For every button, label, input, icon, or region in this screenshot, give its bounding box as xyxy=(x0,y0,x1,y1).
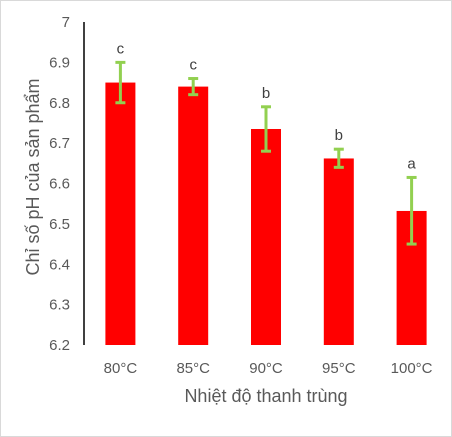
bar-4 xyxy=(323,158,354,345)
bar-2 xyxy=(178,86,209,345)
error-bar-4 xyxy=(333,147,344,169)
error-bars xyxy=(115,60,417,246)
y-tick-label: 6.9 xyxy=(49,54,70,71)
error-bar-2 xyxy=(188,77,199,97)
y-tick-labels: 6.2 6.3 6.4 6.5 6.6 6.7 6.8 6.9 7 xyxy=(49,14,70,354)
significance-label: b xyxy=(335,127,343,144)
error-bar-5 xyxy=(406,175,417,246)
y-tick-label: 6.2 xyxy=(49,337,70,354)
y-tick-label: 6.4 xyxy=(49,256,70,273)
y-tick-label: 6.6 xyxy=(49,176,70,193)
bar-1 xyxy=(105,82,136,345)
x-tick-labels: 80°C 85°C 90°C 95°C 100°C xyxy=(104,360,433,377)
significance-label: b xyxy=(262,85,270,102)
y-tick-label: 6.8 xyxy=(49,95,70,112)
y-axis-title: Chỉ số pH của sản phẩm xyxy=(23,78,43,275)
significance-label: c xyxy=(117,40,125,57)
y-tick-label: 7 xyxy=(62,14,70,31)
x-tick-label: 95°C xyxy=(322,360,356,377)
error-bar-3 xyxy=(261,105,271,153)
x-tick-label: 80°C xyxy=(104,360,138,377)
y-tick-label: 6.3 xyxy=(49,297,70,314)
error-bar-1 xyxy=(115,60,126,105)
significance-label: a xyxy=(407,155,416,172)
y-tick-label: 6.5 xyxy=(49,216,70,233)
x-tick-label: 85°C xyxy=(176,360,210,377)
x-tick-label: 90°C xyxy=(249,360,283,377)
significance-label: c xyxy=(189,57,197,74)
y-tick-label: 6.7 xyxy=(49,135,70,152)
x-tick-label: 100°C xyxy=(391,360,433,377)
bar-3 xyxy=(251,128,281,345)
significance-labels: c c b b a xyxy=(117,40,417,172)
x-axis-title: Nhiệt độ thanh trùng xyxy=(184,386,347,406)
